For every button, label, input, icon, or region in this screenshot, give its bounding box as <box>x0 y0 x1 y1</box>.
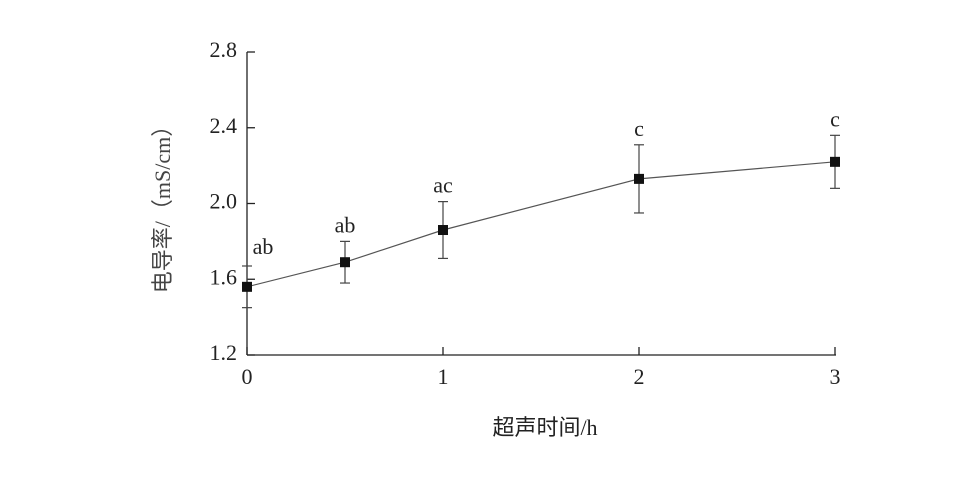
data-annotation: c <box>634 116 644 141</box>
y-tick-label: 1.2 <box>210 340 238 365</box>
data-point <box>340 257 350 268</box>
data-annotation: ab <box>253 234 274 259</box>
y-axis-label: 电导率/（mS/cm） <box>150 115 175 293</box>
y-tick-label: 2.8 <box>210 37 238 62</box>
data-point <box>242 281 252 292</box>
y-tick-label: 2.4 <box>210 113 238 138</box>
y-tick-label: 2.0 <box>210 189 238 214</box>
data-annotation: ac <box>433 173 453 198</box>
data-point <box>438 225 448 236</box>
data-point <box>830 156 840 167</box>
x-axis-label: 超声时间/h <box>492 415 597 440</box>
x-tick-label: 2 <box>634 364 645 389</box>
x-tick-label: 3 <box>830 364 841 389</box>
x-tick-label: 1 <box>438 364 449 389</box>
data-annotation: ab <box>335 212 356 237</box>
data-annotation: c <box>830 106 840 131</box>
y-tick-label: 1.6 <box>210 264 238 289</box>
x-tick-label: 0 <box>242 364 253 389</box>
data-point <box>634 173 644 184</box>
